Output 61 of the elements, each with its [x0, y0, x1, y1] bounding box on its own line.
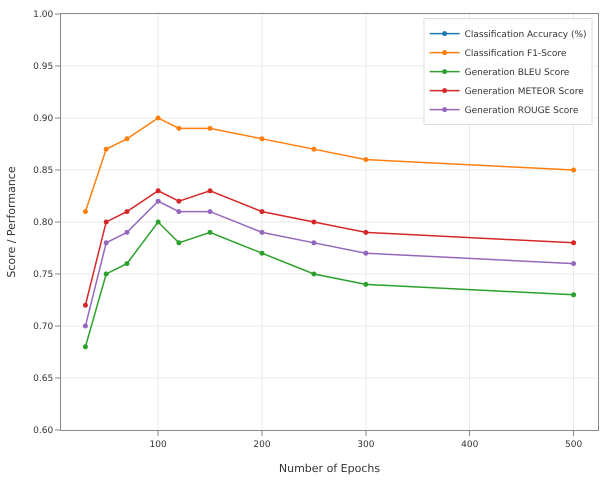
point: [311, 146, 316, 152]
point: [176, 126, 182, 131]
point: [571, 261, 576, 266]
point: [176, 240, 182, 246]
point: [104, 240, 109, 246]
x-tick-label: 300: [357, 440, 375, 450]
point: [311, 272, 316, 276]
point: [208, 188, 213, 194]
y-tick-label: 1.00: [33, 10, 54, 20]
y-tick-label: 0.85: [33, 166, 54, 176]
legend-label: Classification F1-Score: [464, 49, 567, 60]
point: [363, 282, 368, 287]
point: [571, 168, 576, 172]
x-tick-label: 400: [461, 440, 479, 450]
point: [311, 240, 316, 246]
x-axis-title: Number of Epochs: [278, 462, 380, 475]
y-tick-label: 0.95: [33, 62, 54, 72]
point: [124, 209, 130, 214]
y-tick-label: 0.70: [33, 322, 54, 332]
legend-label: Generation METEOR Score: [464, 87, 584, 98]
point: [82, 344, 88, 350]
point: [571, 292, 576, 298]
point: [156, 188, 161, 194]
y-tick-label: 0.65: [33, 374, 54, 384]
y-tick-label: 0.75: [33, 270, 54, 280]
y-tick-label: 0.80: [33, 218, 54, 228]
point: [208, 126, 213, 131]
point: [259, 136, 264, 142]
point: [124, 136, 130, 142]
point: [176, 198, 182, 204]
point: [208, 230, 213, 235]
y-axis-title: Score / Performance: [4, 166, 18, 278]
point: [363, 250, 368, 256]
point: [156, 116, 161, 120]
point: [124, 230, 130, 235]
point: [259, 250, 264, 256]
point: [259, 230, 264, 235]
point: [82, 209, 88, 214]
point: [259, 209, 264, 214]
x-tick-label: 200: [253, 440, 271, 450]
y-tick-label: 0.90: [33, 114, 54, 124]
point: [104, 272, 109, 276]
point: [104, 220, 109, 224]
legend-label: Generation BLEU Score: [464, 68, 570, 78]
point: [208, 209, 213, 214]
legend-label: Classification Accuracy (%): [464, 30, 587, 40]
point: [571, 240, 576, 246]
point: [363, 157, 368, 162]
x-tick-label: 500: [564, 440, 582, 450]
y-tick-label: 0.60: [33, 426, 54, 436]
point: [82, 302, 88, 308]
point: [176, 209, 182, 214]
x-tick-label: 100: [150, 440, 167, 450]
point: [311, 220, 316, 224]
point: [363, 230, 368, 235]
point: [156, 220, 161, 224]
legend-label: Generation ROUGE Score: [464, 106, 579, 116]
point: [124, 261, 130, 266]
point: [104, 146, 109, 152]
point: [82, 324, 88, 328]
point: [156, 198, 161, 204]
